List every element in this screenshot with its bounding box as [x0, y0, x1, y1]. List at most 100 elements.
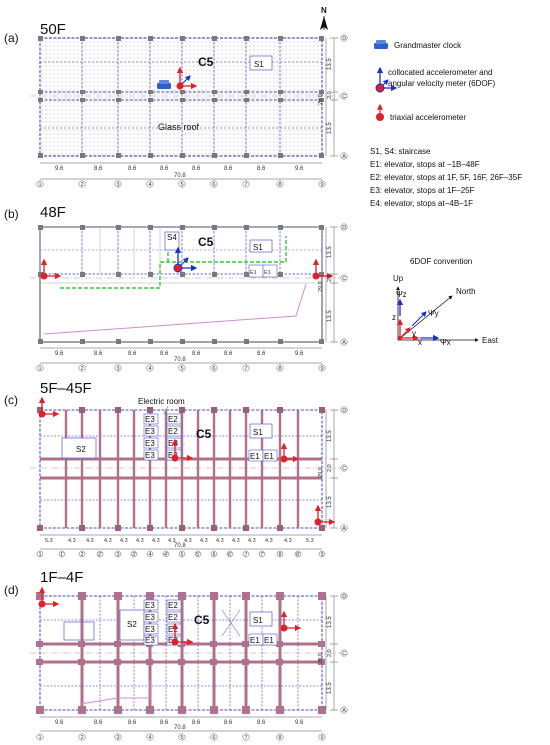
dim-13-5-bottom: 13.5 [327, 496, 333, 508]
elevator-bank-e3 [143, 413, 159, 461]
svg-text:5: 5 [181, 735, 184, 741]
convention-east: East [482, 336, 499, 345]
svg-text:E3: E3 [145, 415, 155, 424]
room-label-s2: S2 [127, 620, 137, 629]
room-label-s1: S1 [253, 616, 263, 625]
svg-text:4.3: 4.3 [104, 538, 112, 544]
dim-2-0: 2.0 [327, 91, 333, 99]
dim-29-0: 29.0 [318, 653, 324, 664]
dim-13-5-top: 13.5 [327, 616, 333, 628]
svg-text:C: C [342, 466, 346, 472]
svg-text:8.6: 8.6 [94, 166, 103, 172]
svg-text:4.3: 4.3 [168, 538, 176, 544]
svg-text:8: 8 [279, 366, 282, 372]
svg-text:5.3: 5.3 [306, 538, 314, 544]
panel-c: (c) 5F–45F Electric room [4, 380, 348, 558]
svg-text:8.6: 8.6 [192, 720, 201, 726]
elevator-e1 [262, 633, 278, 646]
svg-text:C: C [342, 651, 346, 657]
svg-text:A: A [342, 154, 346, 160]
svg-text:7: 7 [245, 366, 248, 372]
dim-2-0: 2.0 [327, 464, 333, 472]
sensor-label-c5: C5 [198, 235, 214, 249]
grandmaster-clock-icon [157, 80, 171, 89]
svg-text:7: 7 [245, 552, 248, 558]
svg-text:E2: E2 [168, 613, 178, 622]
dim-13-5-bottom: 13.5 [327, 310, 333, 322]
svg-text:3: 3 [117, 366, 120, 372]
grid-columns [81, 38, 281, 156]
sensor-label-c5: C5 [194, 613, 210, 627]
floor-title: 48F [40, 204, 66, 221]
panel-b: (b) 48F [4, 204, 348, 372]
staircase-s4 [164, 231, 180, 251]
collocated-6dof-legend-icon [375, 66, 398, 93]
columns [38, 225, 324, 344]
c5-sensor-triaxial-icon [171, 438, 194, 462]
svg-text:1: 1 [39, 182, 42, 188]
c5-sensor-6dof-icon [176, 66, 198, 90]
svg-text:E3: E3 [145, 636, 155, 645]
svg-text:9.6: 9.6 [55, 166, 64, 172]
elevator-bank-e3 [143, 599, 159, 646]
staircase-s1 [249, 55, 273, 71]
svg-text:E2: E2 [168, 427, 178, 436]
svg-text:D: D [342, 408, 346, 414]
svg-text:E2: E2 [168, 601, 178, 610]
svg-text:4: 4 [149, 735, 152, 741]
staircase-s1 [249, 239, 273, 253]
svg-text:8.6: 8.6 [192, 351, 201, 357]
svg-text:8.6: 8.6 [257, 720, 266, 726]
dim-13-5-bottom: 13.5 [327, 122, 333, 134]
bay-span-labels: 5.3 4.3 4.3 4.3 4.3 4.3 4.3 4.3 4.3 4.3 … [45, 538, 314, 544]
convention-psi-x: Ψ̇x [440, 338, 451, 347]
legend-note: E1: elevator, stops at −1B–48F [370, 160, 480, 169]
pink-route [79, 680, 151, 705]
svg-text:7: 7 [245, 735, 248, 741]
svg-text:4.3: 4.3 [200, 538, 208, 544]
svg-text:8.6: 8.6 [192, 166, 201, 172]
panel-tag: (d) [4, 583, 19, 597]
total-length: 70.8 [174, 725, 186, 731]
svg-text:E2: E2 [168, 439, 178, 448]
room-label-s4: S4 [167, 233, 177, 242]
glass-roof-label: Glass roof [158, 122, 200, 132]
svg-text:1: 1 [39, 552, 42, 558]
svg-text:E3: E3 [145, 427, 155, 436]
svg-text:8.6: 8.6 [160, 166, 169, 172]
svg-text:5.3: 5.3 [45, 538, 53, 544]
svg-text:D: D [342, 36, 346, 42]
svg-text:8.6: 8.6 [160, 351, 169, 357]
svg-text:A: A [342, 708, 346, 714]
svg-text:8.6: 8.6 [94, 720, 103, 726]
convention-z: z [392, 313, 396, 322]
svg-text:5: 5 [181, 182, 184, 188]
room-label-s1: S1 [253, 428, 263, 437]
total-length: 70.8 [174, 543, 186, 549]
north-arrow-icon: N [320, 6, 328, 30]
svg-text:E1: E1 [250, 636, 260, 645]
svg-text:4.3: 4.3 [184, 538, 192, 544]
floor-title: 5F–45F [40, 380, 92, 397]
svg-text:9: 9 [321, 366, 324, 372]
svg-text:6: 6 [213, 735, 216, 741]
svg-text:6: 6 [213, 366, 216, 372]
svg-text:E2: E2 [168, 415, 178, 424]
svg-text:3: 3 [117, 552, 120, 558]
dim-29-0: 29.0 [318, 281, 324, 292]
elevator-e1 [262, 449, 278, 462]
column-axis-markers: 1 2 3 4 5 6 7 8 9 [36, 180, 326, 188]
elevator-e1 [262, 264, 278, 278]
svg-text:4.3: 4.3 [68, 538, 76, 544]
dim-13-5-top: 13.5 [327, 246, 333, 258]
svg-text:8.6: 8.6 [257, 166, 266, 172]
svg-text:2: 2 [81, 735, 84, 741]
sensor-label-c5: C5 [198, 55, 214, 69]
svg-text:8.6: 8.6 [94, 351, 103, 357]
row-dimension-lines [325, 409, 338, 529]
svg-text:4.3: 4.3 [216, 538, 224, 544]
panel-tag: (c) [4, 393, 18, 407]
svg-text:9.6: 9.6 [55, 351, 64, 357]
dim-29-0: 29.0 [318, 467, 324, 478]
